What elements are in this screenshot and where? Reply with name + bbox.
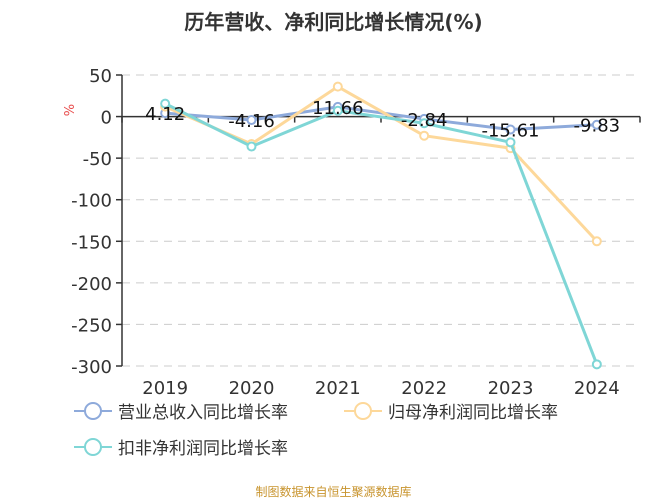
x-tick-label: 2021 [315, 378, 361, 399]
x-tick-label: 2020 [229, 378, 275, 399]
legend-item-net-profit[interactable]: 归母净利润同比增长率 [344, 398, 558, 423]
data-label: -9.83 [574, 116, 621, 137]
data-point [505, 137, 516, 148]
series-line [165, 105, 597, 132]
data-label: -15.61 [481, 121, 539, 142]
y-tick-label: -100 [71, 191, 112, 212]
y-tick-label: -250 [71, 315, 112, 336]
y-tick-label: -200 [71, 274, 112, 295]
y-tick-label: 50 [89, 66, 112, 87]
data-point [591, 119, 602, 130]
y-tick-label: -300 [71, 357, 112, 378]
x-tick-label: 2022 [401, 378, 447, 399]
series-line [164, 102, 599, 365]
data-point [246, 115, 257, 126]
data-point [419, 130, 430, 141]
data-label: -2.84 [401, 110, 448, 131]
x-tick-label: 2019 [142, 378, 188, 399]
legend-label: 归母净利润同比增长率 [388, 403, 558, 423]
y-tick-label: 0 [101, 108, 112, 129]
legend-item-deducted-profit[interactable]: 扣非净利润同比增长率 [74, 434, 288, 459]
y-tick-label: -50 [83, 149, 112, 170]
data-point [160, 98, 171, 109]
x-tick-label: 2024 [574, 378, 620, 399]
series-layer [160, 81, 602, 370]
data-point [505, 124, 516, 135]
data-label: 4.12 [145, 104, 185, 125]
chart-title: 历年营收、净利同比增长情况(%) [184, 10, 483, 34]
data-source-note: 制图数据来自恒生聚源数据库 [255, 485, 412, 499]
y-tick-label: -150 [71, 232, 112, 253]
legend-marker-icon [344, 401, 382, 420]
data-point [332, 105, 343, 116]
data-point [332, 81, 343, 92]
data-label: 11.66 [312, 98, 364, 119]
data-point [246, 141, 257, 152]
legend-marker-icon [74, 401, 112, 420]
data-label-layer: 4.12 -4.16 11.66 -2.84 -15.61 -9.83 [145, 98, 620, 142]
data-point [591, 359, 602, 370]
legend-label: 扣非净利润同比增长率 [118, 439, 288, 459]
data-label: -4.16 [228, 111, 275, 132]
legend-item-revenue[interactable]: 营业总收入同比增长率 [74, 398, 288, 423]
data-point [419, 118, 430, 129]
data-point [591, 236, 602, 247]
grid-layer [122, 74, 640, 367]
legend-marker-icon [74, 437, 112, 456]
x-tick-label: 2023 [488, 378, 534, 399]
legend-label: 营业总收入同比增长率 [118, 403, 288, 423]
y-axis-label: % [63, 104, 78, 116]
series-line [164, 85, 598, 243]
